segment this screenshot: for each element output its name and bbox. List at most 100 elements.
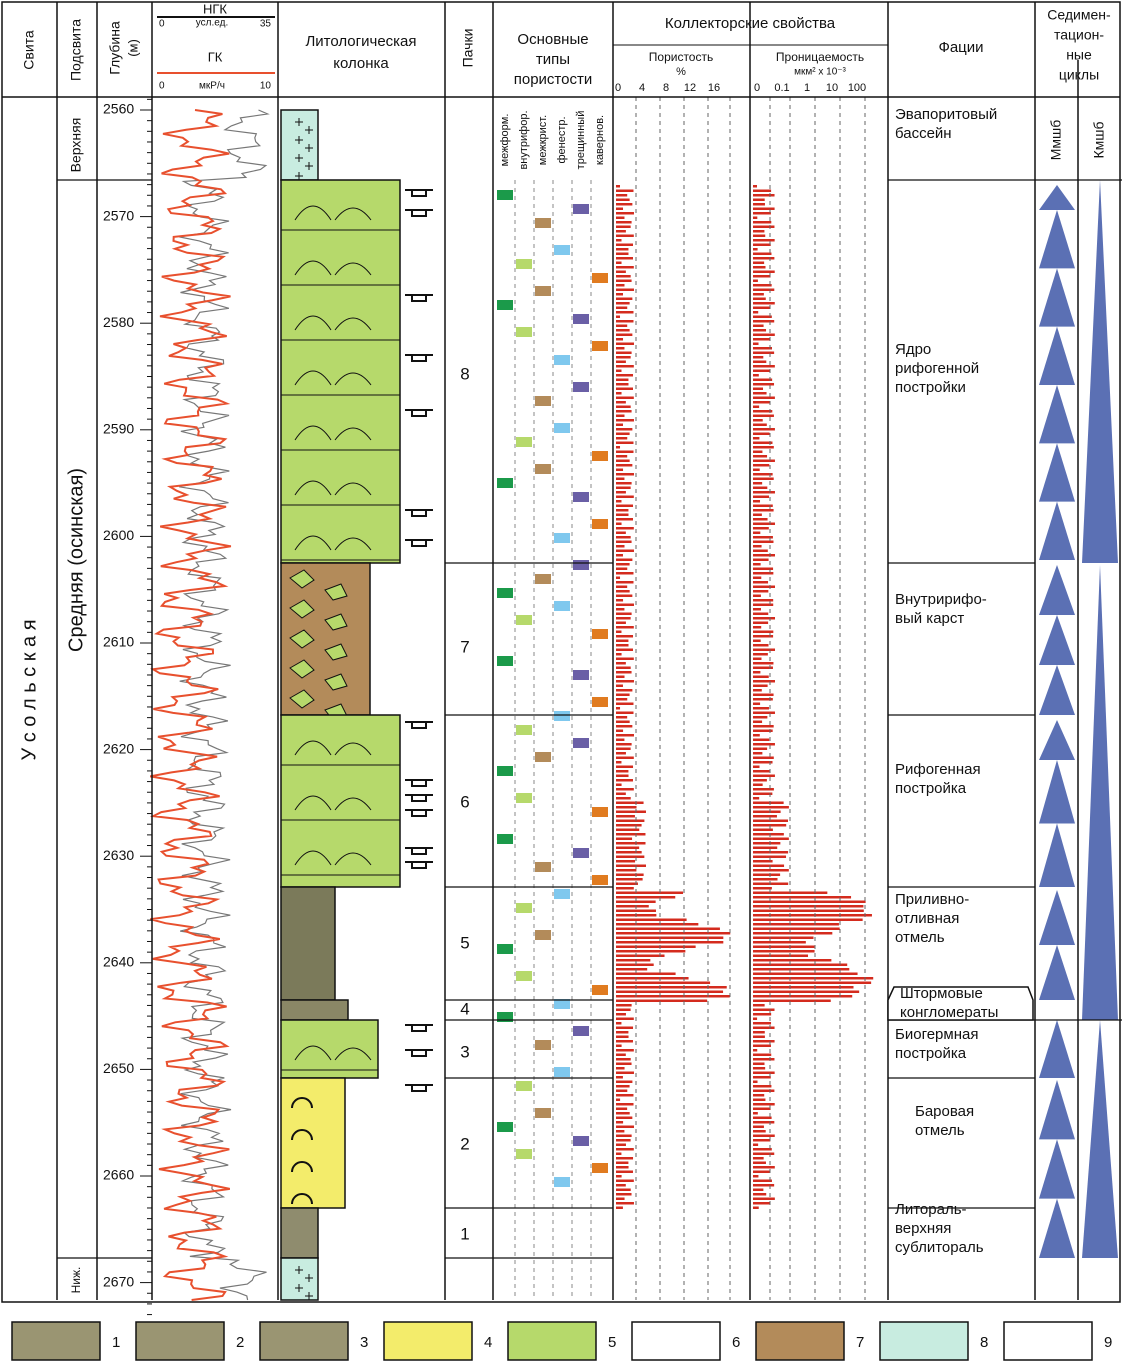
permeability-bar (753, 887, 772, 890)
porosity-type-mark (497, 834, 513, 844)
porosity-type-mark (592, 985, 608, 995)
porosity-bar (616, 865, 646, 868)
porosity-bar (616, 1004, 632, 1007)
permeability-bar (753, 388, 763, 391)
permeability-bar (753, 1058, 774, 1061)
permeability-bar (753, 1139, 770, 1142)
permeability-bar (753, 284, 772, 287)
porosity-bar (616, 613, 632, 616)
porosity-bar (616, 775, 629, 778)
permeability-bar (753, 919, 863, 922)
permeability-bar (753, 932, 832, 935)
facies-label: Приливно- (895, 891, 969, 908)
porosity-bar (616, 928, 720, 931)
porosity-bar (616, 797, 631, 800)
permeability-bar (753, 185, 757, 188)
permeability-bar (753, 509, 774, 512)
porosity-bar (616, 581, 633, 584)
label: 8 (663, 82, 669, 94)
permeability-bar (753, 752, 762, 755)
permeability-bar (753, 289, 774, 292)
legend-box (880, 1322, 968, 1360)
permeability-bar (753, 563, 761, 566)
permeability-bar (753, 838, 789, 841)
permeability-bar (753, 248, 758, 251)
porosity-bar (616, 941, 723, 944)
karst-symbol (405, 295, 433, 301)
permeability-bar (753, 329, 766, 332)
porosity-type-mark (573, 670, 589, 680)
porosity-bar (616, 320, 633, 323)
label: 10 (260, 81, 272, 92)
porosity-bar (616, 739, 624, 742)
label: 35 (260, 19, 272, 30)
porosity-bar (616, 271, 626, 274)
permeability-bar (753, 199, 765, 202)
porosity-bar (616, 460, 630, 463)
porosity-bar (616, 280, 632, 283)
label: Фации (938, 39, 983, 56)
permeability-bar (753, 1090, 774, 1093)
porosity-bar (616, 662, 626, 665)
porosity-bar (616, 1090, 627, 1093)
cycle-triangle (1039, 268, 1075, 326)
porosity-bar (616, 851, 642, 854)
permeability-bar (753, 941, 806, 944)
permeability-bar (753, 581, 768, 584)
porosity-type-mark (592, 451, 608, 461)
porosity-bar (616, 235, 634, 238)
permeability-bar (753, 797, 759, 800)
porosity-bar (616, 910, 656, 913)
porosity-bar (616, 919, 687, 922)
porosity-bar (616, 617, 631, 620)
permeability-bar (753, 460, 775, 463)
lith-layer (281, 1208, 318, 1258)
porosity-bar (616, 388, 633, 391)
permeability-bar (753, 1112, 758, 1115)
porosity-bar (616, 473, 634, 476)
label: 1 (804, 82, 810, 94)
permeability-bar (753, 559, 769, 562)
label: 16 (708, 82, 720, 94)
facies-label: Баровая (915, 1103, 974, 1120)
porosity-bar (616, 1049, 634, 1052)
porosity-bar (616, 1157, 633, 1160)
legend-box (12, 1322, 100, 1360)
pack-number: 4 (460, 999, 469, 1018)
permeability-bar (753, 847, 777, 850)
porosity-bar (616, 752, 626, 755)
porosity-bar (616, 820, 644, 823)
pack-number: 2 (460, 1134, 469, 1153)
permeability-bar (753, 644, 769, 647)
porosity-bar (616, 667, 631, 670)
permeability-bar (753, 793, 772, 796)
karst-symbol (405, 1050, 433, 1056)
vertical-label: Пачки (460, 29, 476, 68)
lith-layer (281, 1078, 345, 1208)
depth-label: 2570 (103, 207, 134, 223)
permeability-bar (753, 500, 760, 503)
depth-label: 2620 (103, 740, 134, 756)
permeability-bar (753, 910, 864, 913)
porosity-bar (616, 203, 632, 206)
permeability-bar (753, 1166, 775, 1169)
porosity-bar (616, 379, 628, 382)
porosity-bar (616, 923, 698, 926)
permeability-bar (753, 1171, 770, 1174)
porosity-type-mark (573, 848, 589, 858)
permeability-bar (753, 307, 770, 310)
porosity-bar (616, 478, 624, 481)
porosity-bar (616, 343, 634, 346)
porosity-bar (616, 761, 621, 764)
porosity-type-mark (592, 341, 608, 351)
porosity-type-mark (497, 656, 513, 666)
porosity-bar (616, 860, 635, 863)
karst-symbol (405, 410, 433, 416)
porosity-bar (616, 527, 634, 530)
porosity-bar (616, 1067, 625, 1070)
permeability-bar (753, 658, 761, 661)
porosity-type-mark (592, 273, 608, 283)
porosity-bar (616, 887, 634, 890)
permeability-bar (753, 365, 775, 368)
permeability-bar (753, 433, 769, 436)
